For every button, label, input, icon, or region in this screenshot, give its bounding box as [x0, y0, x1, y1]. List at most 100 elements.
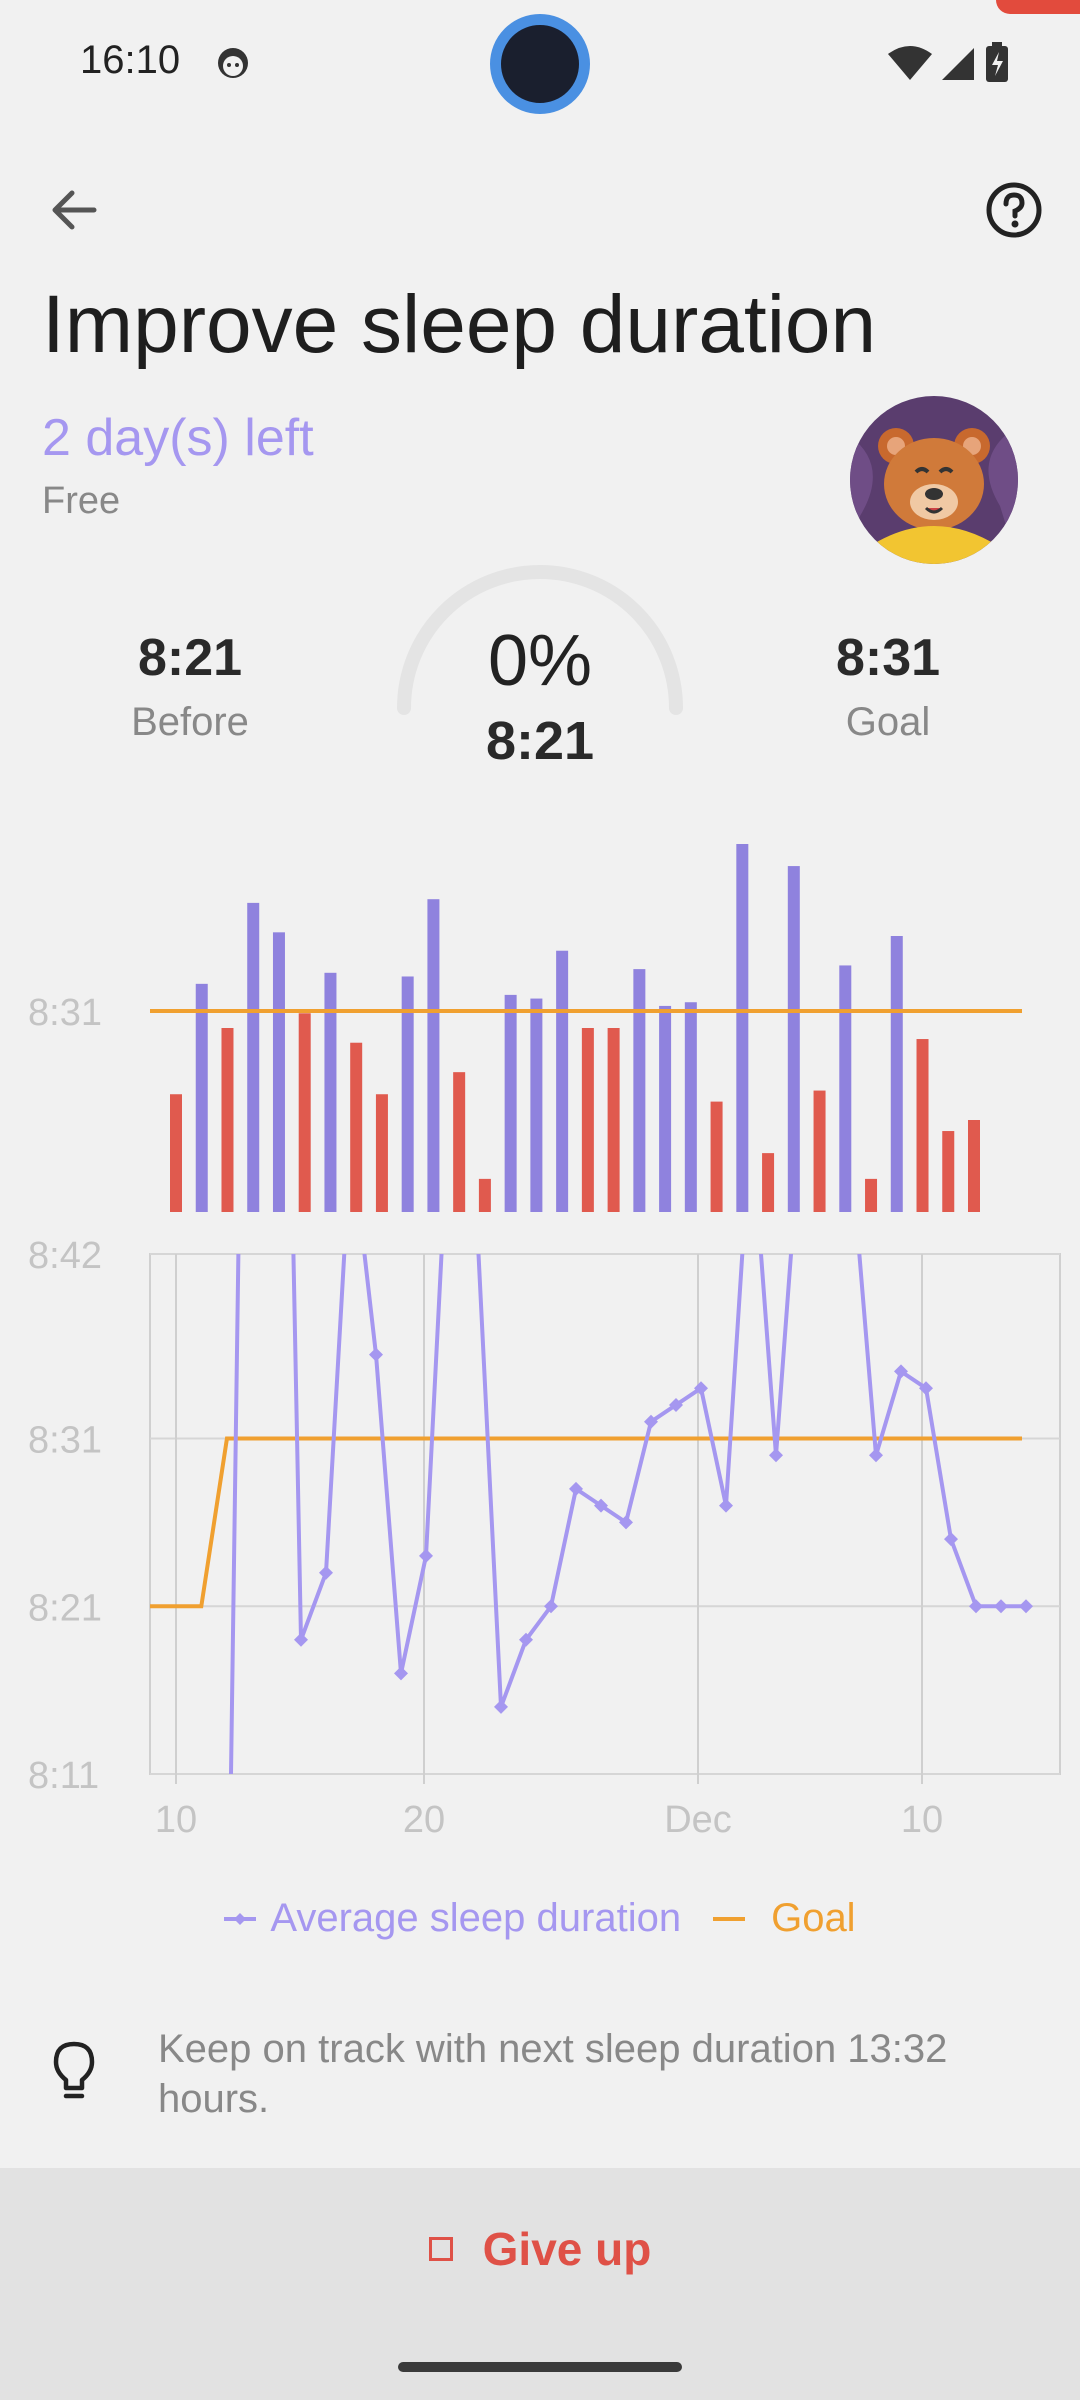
bear-mascot-avatar — [850, 396, 1018, 564]
goal-line — [150, 1436, 1022, 1609]
bar — [221, 1028, 234, 1212]
give-up-label: Give up — [482, 2223, 652, 2275]
data-point — [519, 1632, 533, 1647]
bottom-action-bar — [0, 2168, 1080, 2400]
data-point — [769, 1448, 783, 1463]
data-point — [869, 1448, 883, 1463]
data-point — [644, 1414, 658, 1429]
goal-value: 8:31 — [835, 629, 941, 687]
bar — [581, 1028, 594, 1212]
data-point — [544, 1599, 558, 1614]
top-ytick-label: 8:31 — [28, 992, 102, 1034]
legend-goal: Goal — [713, 1896, 856, 1941]
wifi-icon — [888, 46, 932, 80]
legend-series: Average sleep duration — [224, 1896, 681, 1941]
data-point — [944, 1532, 958, 1547]
bar — [453, 1072, 466, 1212]
lightbulb-icon — [53, 2041, 95, 2099]
days-left: 2 day(s) left — [42, 409, 314, 467]
status-icons — [888, 42, 1008, 82]
bar — [890, 936, 903, 1212]
legend-series-label: Average sleep duration — [270, 1896, 682, 1940]
data-point — [694, 1381, 708, 1396]
data-point — [419, 1548, 433, 1563]
back-arrow-icon[interactable] — [44, 180, 104, 240]
notification-edge — [996, 0, 1080, 14]
bar — [659, 1005, 672, 1212]
before-label: Before — [131, 700, 249, 744]
goal-label: Goal — [845, 700, 931, 744]
y-tick-label: 8:42 — [28, 1235, 102, 1277]
bar — [375, 1094, 388, 1212]
bar — [401, 976, 414, 1212]
progress-gauge — [397, 565, 683, 715]
data-point — [594, 1498, 608, 1513]
bar — [272, 932, 285, 1212]
data-point — [494, 1699, 508, 1714]
bar — [942, 1131, 955, 1212]
bar — [607, 1028, 620, 1212]
page-title: Improve sleep duration — [42, 279, 877, 370]
data-point — [919, 1381, 933, 1396]
data-point — [569, 1481, 583, 1496]
bar — [530, 998, 543, 1212]
give-up-button[interactable]: Give up — [0, 2222, 1080, 2276]
data-point — [294, 1632, 308, 1647]
before-value: 8:21 — [137, 629, 243, 687]
progress-value: 8:21 — [485, 711, 595, 771]
bar — [195, 983, 208, 1212]
sleep-chart: 8:31 8:42 8:31 8:21 8:11 10 20 Dec 10 — [28, 844, 1061, 1841]
bar — [736, 844, 749, 1212]
data-point — [669, 1397, 683, 1412]
x-tick-label: Dec — [664, 1799, 732, 1841]
help-icon[interactable] — [984, 180, 1044, 240]
data-point — [719, 1498, 733, 1513]
bar — [247, 902, 260, 1212]
x-tick-label: 20 — [403, 1799, 445, 1841]
bar — [170, 1094, 182, 1212]
legend-goal-marker-icon — [713, 1916, 746, 1921]
signal-icon — [942, 48, 974, 80]
progress-percent: 0% — [487, 621, 593, 701]
bar — [298, 1013, 311, 1212]
average-sleep-line — [228, 1254, 1026, 1774]
y-tick-label: 8:11 — [28, 1755, 99, 1797]
chart-legend: Average sleep duration Goal — [0, 1896, 1080, 1941]
home-indicator[interactable] — [398, 2362, 682, 2372]
bar — [504, 994, 517, 1212]
status-time: 16:10 — [80, 38, 181, 82]
bar — [762, 1153, 775, 1212]
bar — [427, 899, 440, 1212]
plot-frame — [149, 1253, 1061, 1775]
legend-goal-label: Goal — [771, 1896, 856, 1940]
bar — [556, 950, 569, 1212]
bar — [968, 1120, 980, 1212]
data-point — [619, 1515, 633, 1530]
bar — [916, 1039, 929, 1212]
data-point — [994, 1599, 1008, 1614]
data-point — [319, 1565, 333, 1580]
data-point — [969, 1599, 983, 1614]
bar — [710, 1101, 723, 1212]
y-tick-label: 8:31 — [28, 1420, 102, 1462]
data-point — [394, 1666, 408, 1681]
bar — [478, 1178, 491, 1212]
bar — [865, 1178, 878, 1212]
x-tick-label: 10 — [901, 1799, 943, 1841]
legend-series-marker-icon — [224, 1912, 257, 1925]
bar — [839, 965, 852, 1212]
x-tick-label: 10 — [155, 1799, 197, 1841]
data-point — [894, 1364, 908, 1379]
data-point — [1019, 1599, 1033, 1614]
y-tick-label: 8:21 — [28, 1587, 102, 1629]
challenge-price: Free — [42, 480, 121, 522]
bar — [633, 969, 646, 1212]
tip-text: Keep on track with next sleep duration 1… — [158, 2027, 948, 2121]
stop-icon — [428, 2237, 453, 2261]
notification-face-icon — [218, 48, 248, 78]
data-point — [369, 1347, 383, 1362]
bar — [350, 1042, 363, 1212]
bar — [813, 1090, 826, 1212]
camera-cutout — [490, 14, 590, 114]
bar — [787, 866, 800, 1212]
